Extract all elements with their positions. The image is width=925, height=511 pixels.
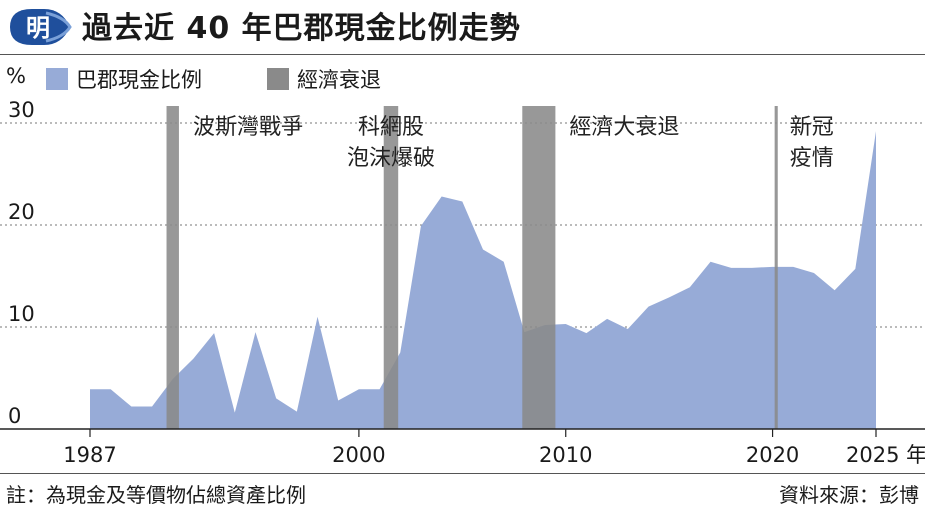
recession-label: 波斯灣戰爭 xyxy=(193,115,303,140)
source-note: 資料來源：彭博 xyxy=(779,483,919,507)
y-tick-label: 10 xyxy=(8,302,35,326)
y-tick-label: 0 xyxy=(8,404,21,428)
y-tick-label: 20 xyxy=(8,200,35,224)
legend-item-cash: 巴郡現金比例 xyxy=(46,64,202,94)
axis-layer: 0 10 20 30 1987 2000 2010 2020 2025 年 xyxy=(0,98,925,467)
recession-band xyxy=(522,106,556,429)
recession-label: 新冠 xyxy=(790,115,834,140)
x-tick-label: 2020 xyxy=(746,443,799,467)
recession-band xyxy=(774,106,778,429)
legend-label-cash: 巴郡現金比例 xyxy=(76,68,202,92)
x-tick-label: 2000 xyxy=(332,443,385,467)
chart-title: 過去近 40 年巴郡現金比例走勢 xyxy=(82,11,521,46)
unit-label: % xyxy=(6,64,26,88)
recession-band xyxy=(383,106,399,429)
ming-pao-logo: 明 xyxy=(10,9,72,45)
legend-swatch-recession xyxy=(267,68,289,90)
legend: % 巴郡現金比例 經濟衰退 xyxy=(0,62,925,94)
footer-divider xyxy=(0,473,925,474)
y-tick-label: 30 xyxy=(8,98,35,122)
area-layer xyxy=(89,131,877,429)
recession-label: 經濟大衰退 xyxy=(569,115,679,140)
legend-item-recession: 經濟衰退 xyxy=(267,64,381,94)
title-divider xyxy=(0,54,925,55)
cash-ratio-chart: 0 10 20 30 1987 2000 2010 2020 2025 年 波斯灣戰爭 科網股泡沫… xyxy=(0,98,925,467)
cash-ratio-area xyxy=(90,131,876,429)
recession-band-layer xyxy=(166,106,778,429)
x-tick-label: 2025 年 xyxy=(846,443,925,467)
x-tick-label: 2010 xyxy=(539,443,592,467)
recession-label: 泡沫爆破 xyxy=(347,146,435,171)
footnote: 註：為現金及等價物佔總資產比例 xyxy=(6,483,306,507)
recession-label: 疫情 xyxy=(790,146,834,171)
x-tick-label: 1987 xyxy=(63,443,116,467)
legend-swatch-cash xyxy=(46,68,68,90)
recession-band xyxy=(166,106,179,429)
recession-label: 科網股 xyxy=(358,115,424,140)
logo-text: 明 xyxy=(26,14,50,42)
legend-label-recession: 經濟衰退 xyxy=(297,68,381,92)
